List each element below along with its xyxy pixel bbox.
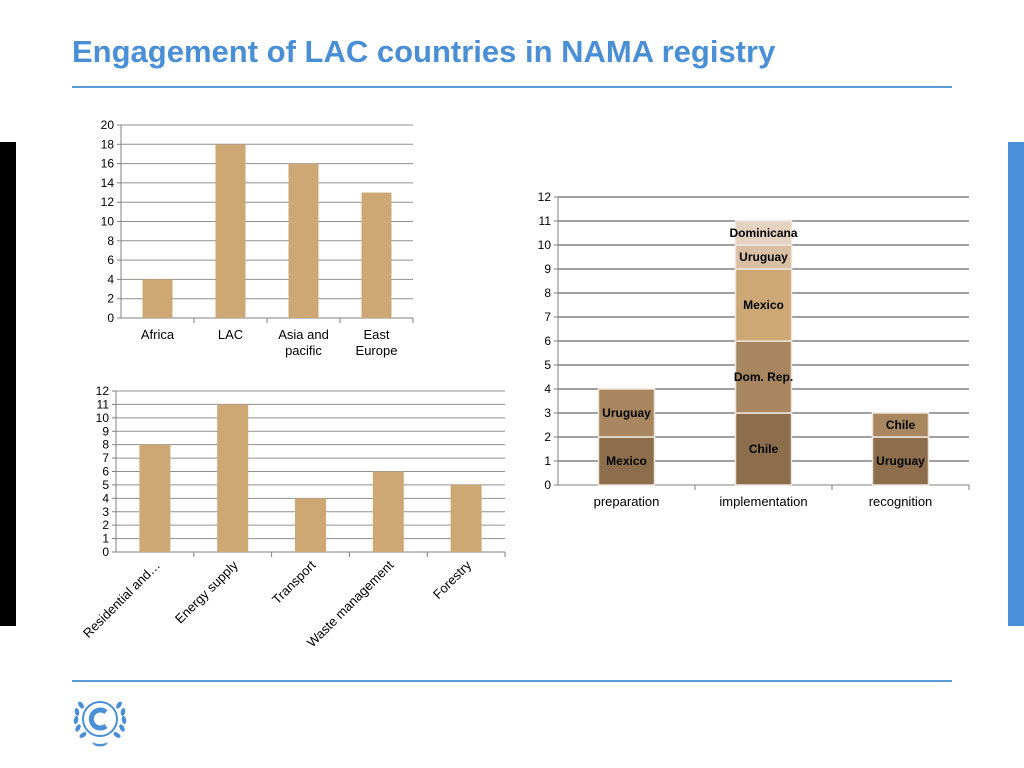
bar: [361, 192, 392, 318]
title-divider: [72, 86, 952, 88]
bar: [372, 471, 404, 552]
right-edge-bar: [1008, 142, 1024, 626]
x-category-label: implementation: [719, 494, 807, 509]
y-tick-label: 3: [102, 505, 109, 519]
y-tick-label: 1: [102, 532, 109, 546]
segment-label: Uruguay: [602, 406, 651, 420]
y-tick-label: 12: [538, 190, 552, 204]
y-tick-label: 16: [101, 157, 115, 171]
bar: [217, 404, 249, 552]
y-tick-label: 9: [102, 424, 109, 438]
segment-label: Mexico: [606, 454, 647, 468]
x-category-label: pacific: [285, 343, 322, 358]
y-tick-label: 7: [102, 451, 109, 465]
bar: [139, 444, 171, 552]
stacked-segment: [734, 244, 793, 270]
x-category-label: recognition: [869, 494, 933, 509]
y-tick-label: 4: [544, 382, 551, 396]
stacked-segment: [597, 388, 656, 438]
y-tick-label: 6: [544, 334, 551, 348]
y-tick-label: 0: [102, 545, 109, 559]
slide-title: Engagement of LAC countries in NAMA regi…: [72, 34, 776, 69]
x-category-label: LAC: [218, 327, 243, 342]
x-category-label: Asia and: [278, 327, 329, 342]
y-tick-label: 10: [101, 215, 115, 229]
y-tick-label: 8: [102, 438, 109, 452]
y-tick-label: 11: [539, 214, 552, 228]
y-tick-label: 8: [544, 286, 551, 300]
x-category-label: East: [363, 327, 389, 342]
bar: [215, 144, 246, 318]
segment-label: Uruguay: [876, 454, 925, 468]
y-tick-label: 4: [107, 272, 114, 286]
x-category-label: Europe: [356, 343, 398, 358]
bar: [142, 279, 173, 318]
bar: [288, 163, 319, 318]
y-tick-label: 10: [96, 411, 110, 425]
un-emblem-icon: [73, 701, 127, 747]
y-tick-label: 8: [107, 234, 114, 248]
segment-label: Dominicana: [729, 226, 797, 240]
y-tick-label: 12: [101, 195, 115, 209]
footer-divider: [72, 680, 952, 682]
y-tick-label: 6: [102, 465, 109, 479]
stacked-segment: [871, 436, 930, 486]
segment-label: Uruguay: [739, 250, 788, 264]
y-tick-label: 6: [107, 253, 114, 267]
y-tick-label: 2: [544, 430, 551, 444]
x-category-label: Africa: [141, 327, 175, 342]
y-tick-label: 20: [101, 118, 115, 132]
y-tick-label: 5: [544, 358, 551, 372]
y-tick-label: 3: [544, 406, 551, 420]
y-tick-label: 9: [544, 262, 551, 276]
stacked-segment: [734, 220, 793, 246]
y-tick-label: 7: [544, 310, 551, 324]
y-tick-label: 1: [544, 454, 551, 468]
y-tick-label: 2: [107, 292, 114, 306]
stacked-segment: [734, 268, 793, 342]
left-edge-bar: [0, 142, 16, 626]
stacked-segment: [871, 412, 930, 438]
y-tick-label: 5: [102, 478, 109, 492]
y-tick-label: 2: [102, 518, 109, 532]
y-tick-label: 4: [102, 491, 109, 505]
y-tick-label: 11: [97, 397, 110, 411]
stacked-segment: [734, 412, 793, 486]
y-tick-label: 18: [101, 137, 115, 151]
segment-label: Chile: [749, 442, 779, 456]
segment-label: Chile: [886, 418, 916, 432]
y-tick-label: 0: [107, 311, 114, 325]
y-tick-label: 12: [96, 384, 110, 398]
x-category-label: preparation: [594, 494, 660, 509]
segment-label: Dom. Rep.: [734, 370, 793, 384]
y-tick-label: 0: [544, 478, 551, 492]
y-tick-label: 10: [538, 238, 552, 252]
bar: [450, 484, 482, 552]
y-tick-label: 14: [101, 176, 115, 190]
stacked-segment: [734, 340, 793, 414]
bar: [295, 498, 326, 552]
segment-label: Mexico: [743, 298, 784, 312]
